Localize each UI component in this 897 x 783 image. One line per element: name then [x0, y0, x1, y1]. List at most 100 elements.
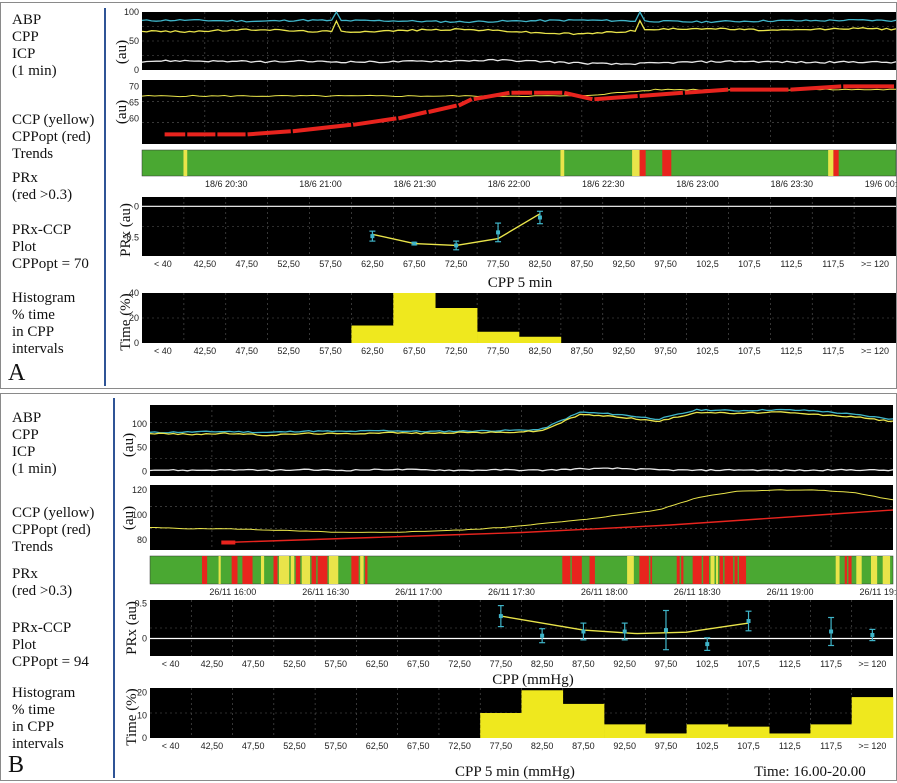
panel-a-prx-bar-band — [828, 150, 834, 176]
panel-b-histogram-xtick: 82,50 — [531, 741, 554, 751]
panel-b-prx-plot-xtick: 52,50 — [283, 659, 306, 669]
panel-b-prx-bar-band — [882, 556, 891, 584]
panel-b-histogram-bar — [851, 697, 894, 738]
panel-a-prx-plot-xtick: 57,50 — [319, 259, 342, 269]
panel-b-histogram-xtick: 62,50 — [366, 741, 389, 751]
panel-a-prx-plot-xtick: < 40 — [154, 259, 172, 269]
panel-b-prx-bar-band — [242, 556, 253, 584]
panel-a-prx-plot-ytick: 0 — [134, 201, 139, 211]
panel-b-ccp-series-ccp — [150, 489, 894, 533]
panel-b-prx-plot-xtick: 62,50 — [366, 659, 389, 669]
panel-b-prx-plot-xtick: 102,5 — [696, 659, 719, 669]
panel-a-prx-plot-xtick: 82,50 — [529, 259, 552, 269]
panel-a-prx-plot-xtick: 77,50 — [487, 259, 510, 269]
panel-a-prx-bar-band — [560, 150, 565, 176]
panel-b-prx-bar-band — [676, 556, 680, 584]
panel-b-trend-ytick: 100 — [132, 419, 147, 429]
panel-b-prx-bar-band — [848, 556, 852, 584]
panel-b-prx-bar-band — [589, 556, 595, 584]
panel-b-histogram-bar — [810, 724, 853, 738]
panel-b-trend-series-abp — [149, 408, 894, 434]
panel-a-au-label-1: (au) — [114, 40, 130, 64]
panel-a-trend-ytick: 50 — [129, 36, 139, 46]
panel-b-prx-plot-point — [622, 629, 627, 634]
panel-b-ccp-ytick: 100 — [132, 510, 147, 520]
panel-b-label-hist: Histogram % time in CPP intervals — [12, 685, 76, 752]
panel-b-prx-bar-band — [681, 556, 684, 584]
panel-b-prx-plot-xtick: 107,5 — [737, 659, 760, 669]
panel-b-label-trends: CCP (yellow) CPPopt (red) Trends — [12, 505, 95, 555]
panel-b-prx-bar-band — [719, 556, 724, 584]
panel-a-prx-plot-xtick: 72,50 — [445, 259, 468, 269]
panel-a-histogram-xtick: 72,50 — [445, 346, 468, 356]
panel-b-time-axis-label: Time (%) — [124, 688, 140, 745]
panel-a-prx-plot-point — [496, 230, 501, 235]
panel-a-histogram-xtick: 42,50 — [194, 346, 217, 356]
panel-a-prx-plot-point — [537, 215, 542, 220]
panel-a-prx-bar-band — [183, 150, 188, 176]
panel-b-footer-time: Time: 16.00-20.00 — [754, 764, 866, 780]
panel-b-prx-plot-xtick: >= 120 — [858, 659, 886, 669]
panel-b-trend-series-icp — [149, 467, 894, 472]
panel-a-label-hist: Histogram % time in CPP intervals — [12, 290, 76, 357]
panel-b-prx-bar-band — [260, 556, 265, 584]
panel-b-prx-bar-band — [692, 556, 702, 584]
panel-b-prx-bar-band — [739, 556, 747, 584]
panel-a-prx-bar-time-tick: 18/6 21:00 — [299, 179, 342, 189]
panel-b-prx-bar-time-tick: 26/11 19:00 — [767, 587, 814, 597]
panel-a-trend-series-abp — [141, 10, 897, 24]
panel-b-histogram-xtick: 112,5 — [779, 741, 801, 751]
panel-b-prx-bar-band — [856, 556, 862, 584]
panel-b-histogram-bar — [769, 733, 811, 738]
panel-b-prx-plot-ytick: 0 — [142, 634, 147, 644]
panel-a-prx-xlabel: CPP 5 min — [488, 275, 553, 291]
panel-b-histogram-xtick: 97,50 — [655, 741, 678, 751]
panel-b-prx-plot-xtick: 82,50 — [531, 659, 554, 669]
panel-b-histogram-xtick: 117,5 — [820, 741, 842, 751]
panel-b-histogram-bar — [480, 713, 522, 738]
panel-b-prx-bar-band — [844, 556, 847, 584]
panel-b-prx-bar-band — [328, 556, 339, 584]
panel-b-prx-plot-point — [663, 628, 668, 633]
panel-b-prx-bar-time-tick: 26/11 16:00 — [209, 587, 256, 597]
panel-a-au-label-2: (au) — [114, 100, 130, 124]
panel-a-prx-bar-bg — [141, 149, 897, 177]
panel-a-prx-plot-xtick: 52,50 — [277, 259, 300, 269]
panel-b-prx-plot-point — [581, 629, 586, 634]
panel-b-prx-bar-band — [650, 556, 653, 584]
panel-b-au-label-2: (au) — [121, 506, 137, 530]
panel-a-prx-plot-point — [412, 241, 417, 246]
panel-b-histogram-bar — [727, 726, 770, 738]
panel-b-prx-bar-band — [218, 556, 221, 584]
panel-b-label-prxccp: PRx-CCP Plot CPPopt = 94 — [12, 620, 89, 670]
panel-a-prx-plot-xtick: 92,50 — [612, 259, 635, 269]
panel-b-histogram-xtick: 52,50 — [283, 741, 306, 751]
panel-a-ccp-cppopt-segment — [428, 103, 458, 114]
panel-b-prx-bar-band — [290, 556, 295, 584]
panel-b-au-label-1: (au) — [121, 433, 137, 457]
panel-b-prx-plot-xtick: 72,50 — [448, 659, 471, 669]
panel-b-prx-bar-band — [231, 556, 238, 584]
panel-b-prx-plot-xtick: 87,50 — [572, 659, 595, 669]
panel-b-prx-bar-band — [724, 556, 734, 584]
panel-a-histogram-bar — [435, 308, 478, 343]
panel-b-histogram-bar — [562, 703, 605, 738]
panel-b-prx-bar-band — [627, 556, 634, 584]
panel-a-histogram-xtick: 97,50 — [654, 346, 677, 356]
panel-b-prx-bar-time-tick: 26/11 16:30 — [302, 587, 349, 597]
panel-b-histogram-xtick: 72,50 — [448, 741, 471, 751]
panel-a-prx-bar-time-tick: 18/6 21:30 — [393, 179, 436, 189]
panel-a-label-trends: CCP (yellow) CPPopt (red) Trends — [12, 112, 95, 162]
panel-a-histogram-ytick: 20 — [129, 313, 139, 323]
panel-b-label-abp: ABP CPP ICP (1 min) — [12, 410, 57, 477]
panel-b-prx-bar-band — [562, 556, 571, 584]
panel-a-trend-ytick: 0 — [134, 65, 139, 75]
panel-b-histogram-xtick: 107,5 — [737, 741, 760, 751]
panel-a-prx-plot-xtick: 47,50 — [235, 259, 258, 269]
panel-b-prx-plot-xtick: 67,50 — [407, 659, 430, 669]
panel-a-histogram-xtick: 67,50 — [403, 346, 426, 356]
panel-a-histogram-xtick: 47,50 — [235, 346, 258, 356]
panel-a-trend-series-icp — [141, 58, 897, 66]
panel-b-prx-bar-band — [351, 556, 359, 584]
